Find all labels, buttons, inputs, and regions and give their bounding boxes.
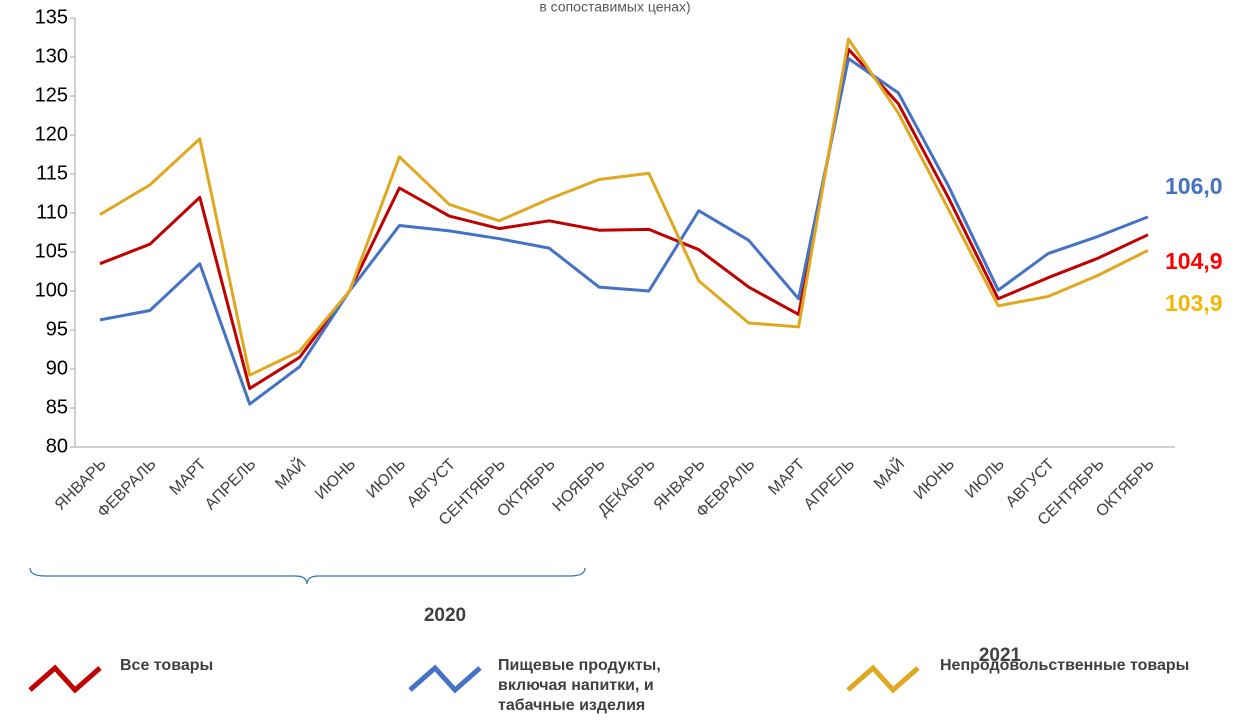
year-label: 2021 <box>979 645 1022 666</box>
y-tick-label: 110 <box>36 201 68 223</box>
year-brace <box>29 567 586 585</box>
end-value-label: 103,9 <box>1165 290 1223 316</box>
y-tick-label: 135 <box>35 6 68 28</box>
y-tick-label: 90 <box>46 357 68 379</box>
y-tick-label: 125 <box>35 84 68 106</box>
series-line <box>99 37 1149 377</box>
x-tick-label: ИЮНЬ <box>312 456 359 503</box>
chart-subtitle: в сопоставимых ценах) <box>539 0 690 15</box>
legend-icon <box>28 664 102 694</box>
legend-icon <box>408 664 482 694</box>
x-tick-label: ИЮЛЬ <box>363 456 409 502</box>
end-value-label: 106,0 <box>1165 173 1223 199</box>
year-label: 2020 <box>424 605 466 626</box>
y-tick-label: 85 <box>46 396 68 418</box>
series-line <box>99 57 1149 406</box>
y-tick-label: 95 <box>46 318 68 340</box>
end-value-label: 104,9 <box>1165 248 1223 274</box>
x-tick-label: АПРЕЛЬ <box>202 456 260 514</box>
legend-icon <box>846 664 920 694</box>
legend-label: Все товары <box>120 657 214 674</box>
y-tick-label: 105 <box>35 240 68 262</box>
x-tick-label: МАРТ <box>167 456 210 499</box>
y-tick-label: 100 <box>35 279 68 301</box>
y-tick-label: 130 <box>35 45 68 67</box>
series-line <box>99 47 1149 390</box>
y-tick-label: 80 <box>46 435 68 457</box>
x-tick-label: ИЮЛЬ <box>962 456 1008 502</box>
x-tick-label: МАРТ <box>765 456 808 499</box>
y-tick-label: 115 <box>36 162 68 184</box>
x-tick-label: МАЙ <box>870 454 909 493</box>
x-tick-label: ИЮНЬ <box>911 456 958 503</box>
x-tick-label: МАЙ <box>271 454 310 493</box>
legend-label: Непродовольственные товары <box>940 657 1190 674</box>
x-tick-label: АПРЕЛЬ <box>801 456 859 514</box>
legend-label: Пищевые продукты, включая напитки, и таб… <box>498 657 661 714</box>
y-tick-label: 120 <box>35 123 68 145</box>
